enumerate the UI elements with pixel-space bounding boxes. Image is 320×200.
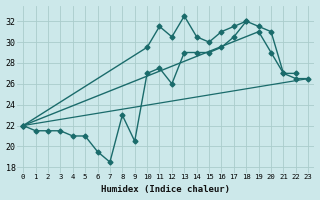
X-axis label: Humidex (Indice chaleur): Humidex (Indice chaleur) [101, 185, 230, 194]
